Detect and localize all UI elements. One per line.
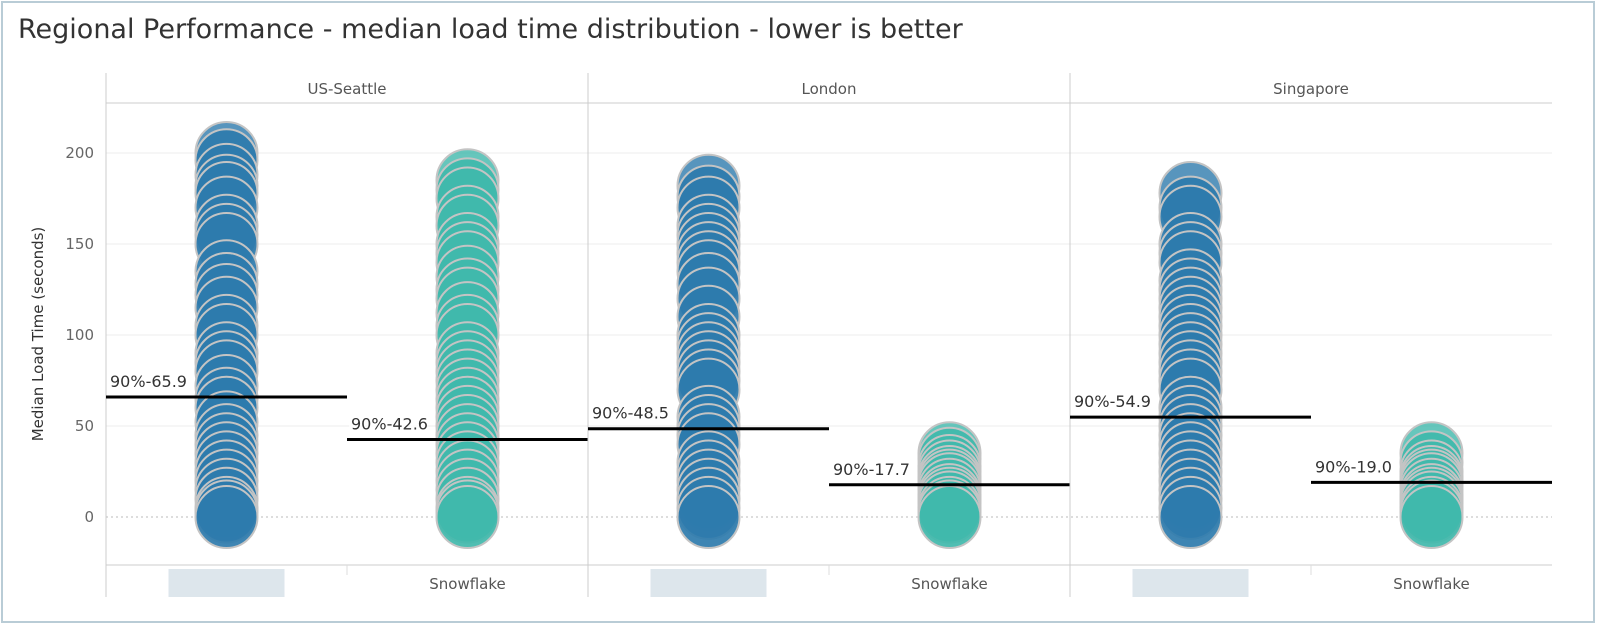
reference-label-bg (349, 412, 427, 435)
reference-label: 90%-17.7 (833, 460, 910, 479)
y-tick-label: 100 (65, 326, 94, 344)
point-group (917, 421, 982, 549)
category-label: Snowflake (911, 575, 988, 593)
point-group (1399, 421, 1464, 549)
point-group (1158, 161, 1223, 549)
reference-label: 90%-19.0 (1315, 457, 1392, 476)
y-tick-label: 150 (65, 235, 94, 253)
category-label: Snowflake (1393, 575, 1470, 593)
reference-label-bg (831, 457, 909, 480)
reference-label-bg (590, 401, 668, 424)
category-label-highlight (168, 569, 285, 597)
y-tick-label: 200 (65, 144, 94, 162)
point-group (194, 121, 259, 549)
point-group (435, 148, 500, 549)
point-group (676, 153, 741, 549)
reference-label-bg (1072, 390, 1150, 413)
data-point (1158, 485, 1223, 549)
panel-header-london: London (802, 80, 857, 98)
data-point (676, 485, 741, 549)
reference-label: 90%-42.6 (351, 414, 428, 433)
category-label: Snowflake (429, 575, 506, 593)
category-label-highlight (1132, 569, 1249, 597)
panel-header-us-seattle: US-Seattle (307, 80, 386, 98)
chart-title: Regional Performance - median load time … (18, 14, 963, 45)
data-point (194, 485, 259, 549)
reference-label: 90%-54.9 (1074, 392, 1151, 411)
y-tick-label: 0 (84, 508, 94, 526)
panel-header-singapore: Singapore (1273, 80, 1349, 98)
reference-label-bg (1313, 455, 1391, 478)
reference-label: 90%-65.9 (110, 372, 187, 391)
reference-label: 90%-48.5 (592, 404, 669, 423)
y-tick-label: 50 (75, 417, 94, 435)
category-label-highlight (650, 569, 767, 597)
reference-label-bg (108, 370, 186, 393)
data-point (1399, 485, 1464, 549)
data-point (917, 485, 982, 549)
data-point (435, 485, 500, 549)
y-axis-label: Median Load Time (seconds) (29, 227, 47, 442)
